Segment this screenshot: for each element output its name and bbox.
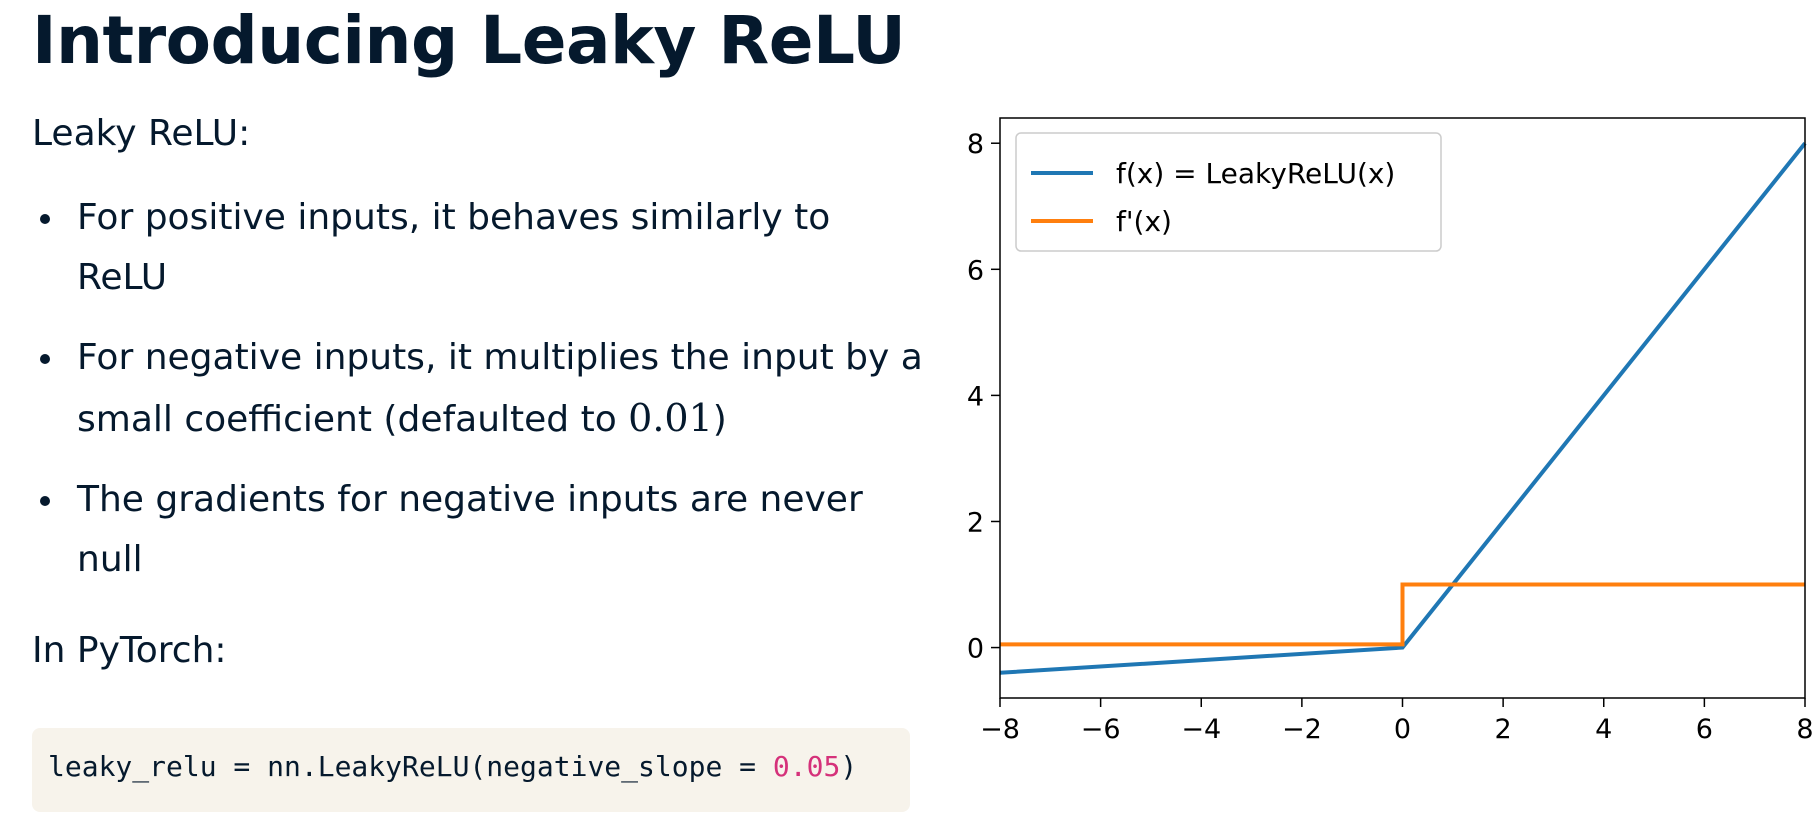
legend: f(x) = LeakyReLU(x) f'(x) — [1015, 132, 1442, 252]
axes-frame — [999, 117, 1806, 699]
bullet-list: For positive inputs, it behaves similarl… — [32, 188, 923, 590]
coefficient-value: 0.01 — [628, 396, 713, 440]
bullet-text-positive: For positive inputs, it behaves similarl… — [77, 197, 831, 298]
slide-title: Introducing Leaky ReLU — [32, 2, 906, 79]
legend-label: f'(x) — [1116, 205, 1172, 238]
x-tick-label: 0 — [1394, 714, 1411, 745]
plot-frame — [999, 117, 1806, 699]
y-tick-label: 2 — [967, 507, 984, 538]
code-prefix: leaky_relu = nn.LeakyReLU(negative_slope… — [48, 750, 773, 783]
y-tick-label: 6 — [967, 255, 984, 286]
series-line-df — [1000, 582, 1805, 647]
y-tick-label: 8 — [967, 129, 984, 160]
y-tick-label: 0 — [967, 634, 984, 665]
leaky-relu-chart: −8 −6 −4 −2 0 2 4 6 8 0 2 4 6 8 f(x) = LeakyReLU(x) f'… — [967, 117, 1814, 745]
bullet-text-negative: For negative inputs, it multiplies the i… — [77, 337, 923, 440]
bullet-item-gradients: The gradients for negative inputs are ne… — [32, 470, 927, 590]
x-tick-label: −4 — [1181, 714, 1221, 745]
legend-label: f(x) = LeakyReLU(x) — [1116, 157, 1395, 190]
x-tick-label: −8 — [980, 714, 1020, 745]
plot-series — [999, 141, 1807, 675]
code-number: 0.05 — [772, 750, 841, 783]
plot-axes: −8 −6 −4 −2 0 2 4 6 8 0 2 4 6 8 — [967, 129, 1814, 745]
intro-text: Leaky ReLU: — [32, 113, 251, 154]
x-tick-label: 4 — [1595, 714, 1612, 745]
series-line-f — [999, 141, 1807, 675]
bullet-item-positive: For positive inputs, it behaves similarl… — [32, 188, 927, 308]
y-tick-label: 4 — [967, 381, 984, 412]
bullet-text-gradients: The gradients for negative inputs are ne… — [77, 479, 863, 580]
code-suffix: ) — [840, 750, 858, 783]
bullet-item-negative: For negative inputs, it multiplies the i… — [32, 328, 927, 450]
x-tick-label: 2 — [1495, 714, 1512, 745]
content-column: Leaky ReLU: For positive inputs, it beha… — [32, 110, 923, 610]
pytorch-label: In PyTorch: — [32, 630, 227, 671]
x-tick-label: 8 — [1796, 714, 1813, 745]
code-block: leaky_relu = nn.LeakyReLU(negative_slope… — [32, 728, 910, 812]
bullet-text-negative-end: ) — [712, 399, 727, 440]
x-tick-label: −6 — [1081, 714, 1121, 745]
legend-box — [1015, 132, 1442, 252]
x-tick-label: 6 — [1696, 714, 1713, 745]
x-tick-label: −2 — [1282, 714, 1322, 745]
